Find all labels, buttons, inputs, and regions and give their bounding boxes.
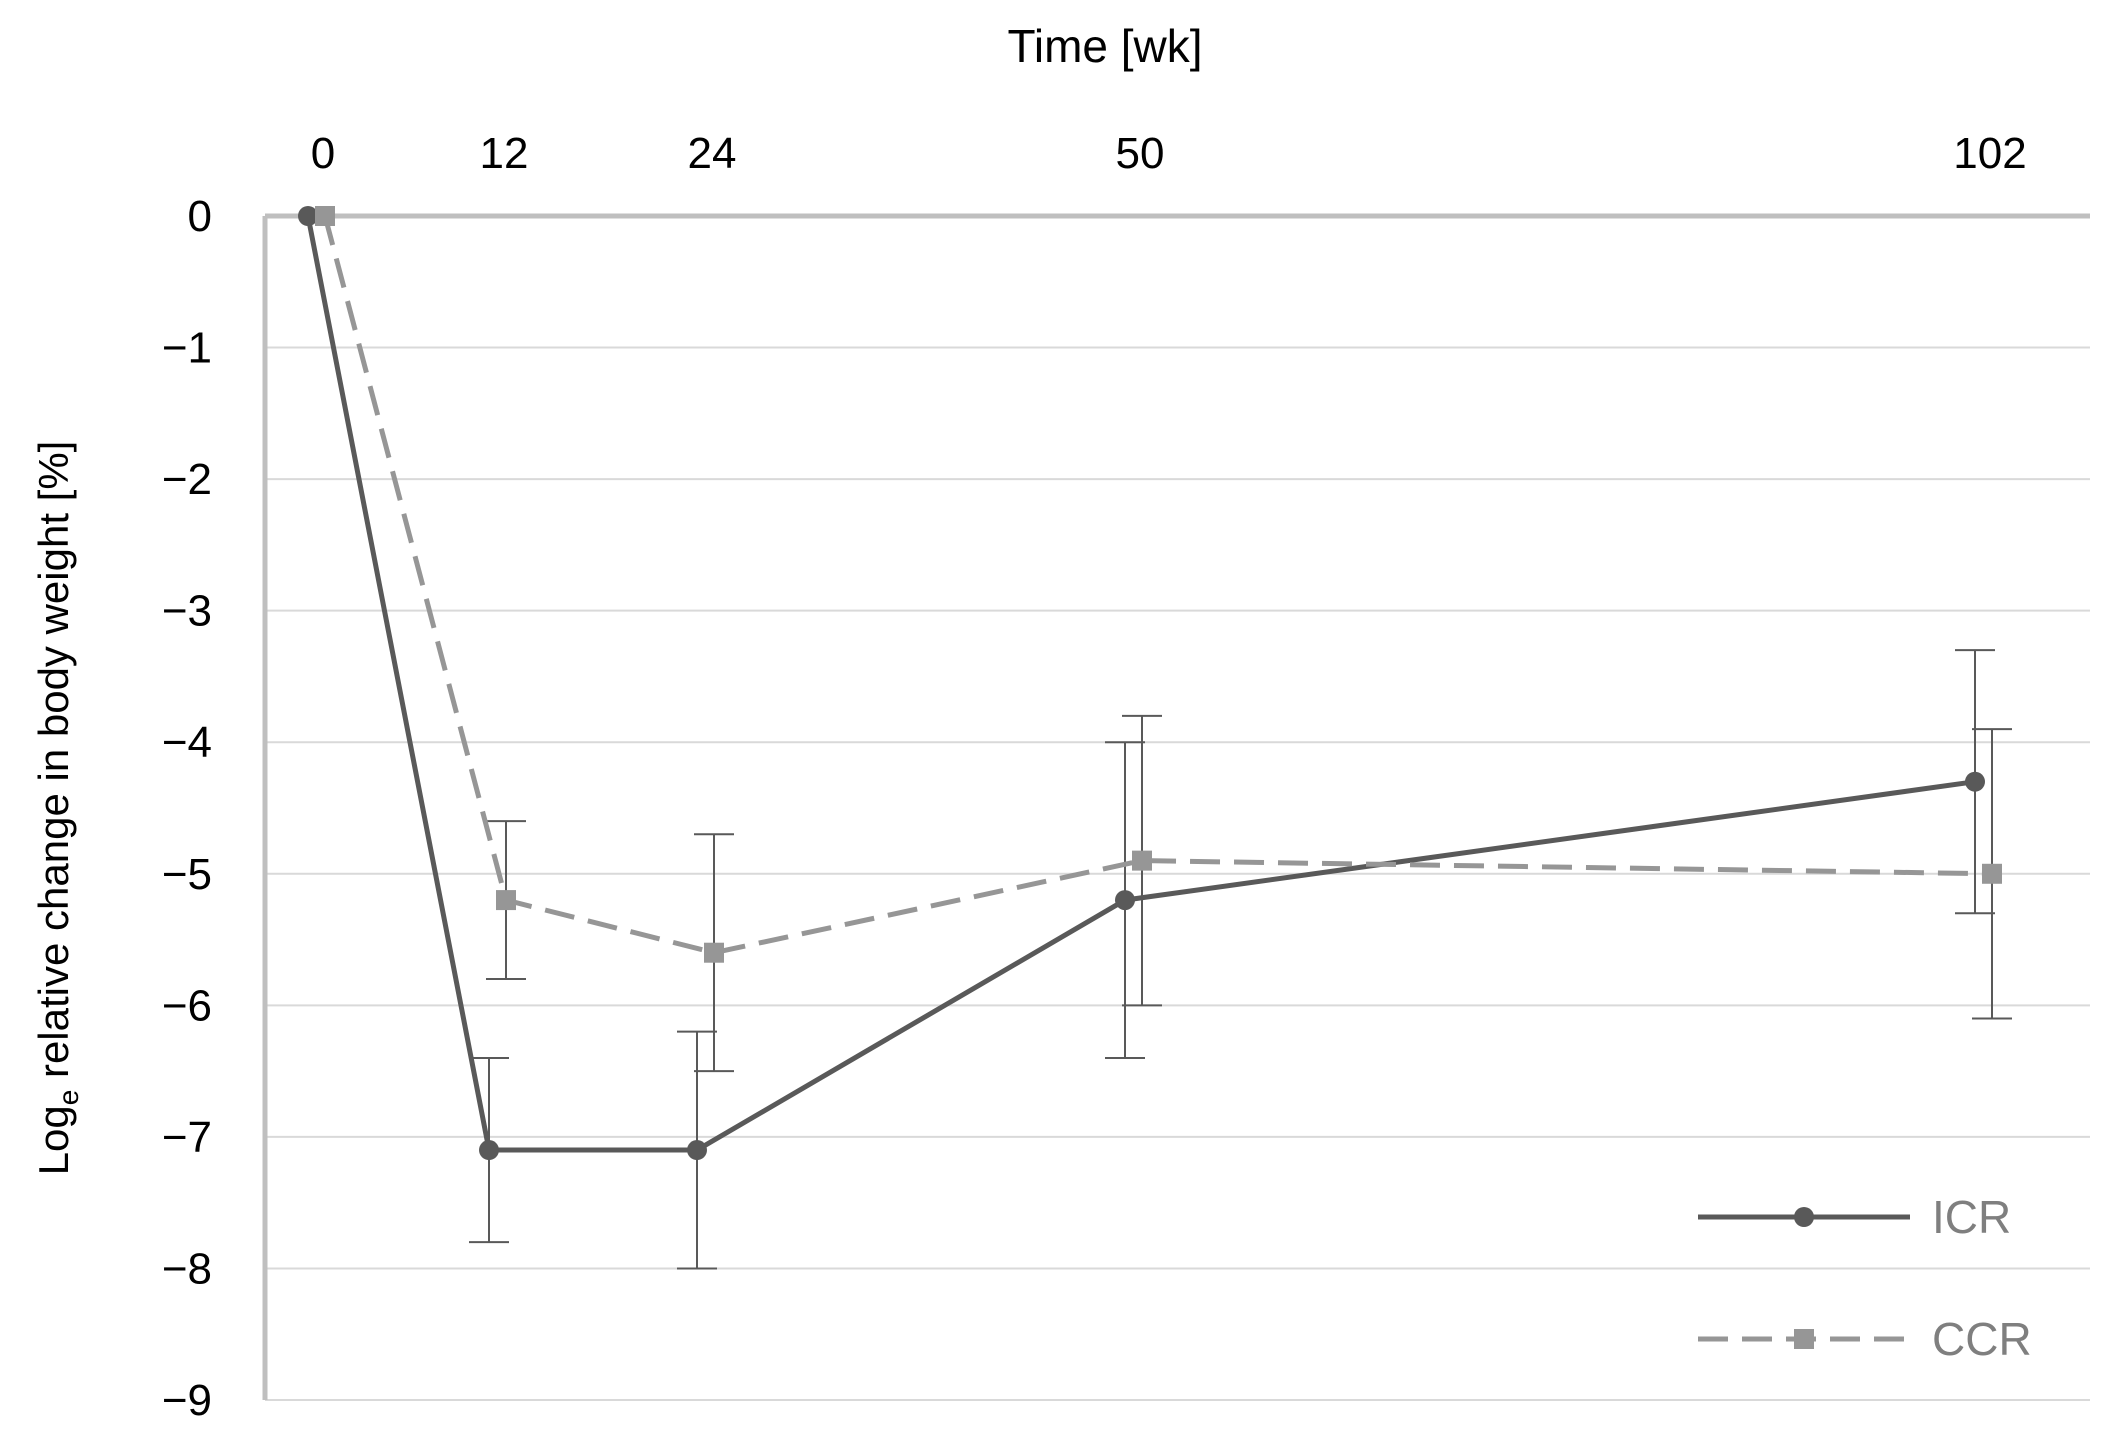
x-tick-label: 12: [480, 129, 529, 178]
series-line-ccr: [322, 215, 1993, 956]
series-markers: [298, 206, 2002, 1161]
gridlines: [265, 346, 2090, 1401]
y-tick-label: −4: [162, 718, 212, 767]
y-tick-label: 0: [188, 192, 212, 241]
series-line-icr: [305, 215, 1976, 1153]
data-point-ccr: [1982, 863, 2002, 884]
y-tick-label: −2: [162, 455, 212, 504]
legend: ICR CCR: [1698, 1191, 2032, 1365]
y-axis-title-subscript: e: [53, 1090, 84, 1106]
legend-label-ccr: CCR: [1932, 1313, 2032, 1365]
data-point-icr: [1115, 890, 1135, 911]
legend-marker-ccr: [1794, 1329, 1814, 1349]
data-point-icr: [298, 206, 318, 226]
y-tick-label: −5: [162, 850, 212, 899]
x-axis-title: Time [wk]: [1007, 20, 1202, 72]
data-point-icr: [1965, 771, 1985, 792]
data-point-icr: [687, 1140, 707, 1161]
x-tick-label: 102: [1953, 129, 2026, 178]
y-tick-label: −8: [162, 1244, 212, 1293]
data-point-ccr: [704, 942, 724, 963]
axis-labels: Time [wk] Loge relative change in body w…: [30, 20, 2027, 1425]
x-tick-label: 24: [688, 129, 737, 178]
y-tick-label: −6: [162, 981, 212, 1030]
data-point-ccr: [315, 206, 335, 226]
x-tick-label: 0: [311, 129, 335, 178]
data-point-ccr: [496, 890, 516, 911]
y-tick-label: −9: [162, 1376, 212, 1425]
series-lines: [305, 215, 1993, 1153]
y-tick-label: −1: [162, 324, 212, 373]
legend-marker-icr: [1794, 1207, 1814, 1227]
y-tick-label: −3: [162, 587, 212, 636]
y-tick-label: −7: [162, 1113, 212, 1162]
y-axis-title-prefix: Log: [30, 1105, 77, 1175]
axes: [262, 213, 2090, 1400]
y-axis-title: Loge relative change in body weight [%]: [30, 441, 84, 1176]
legend-label-icr: ICR: [1932, 1191, 2011, 1243]
x-tick-label: 50: [1116, 129, 1165, 178]
data-point-ccr: [1132, 850, 1152, 871]
y-axis-title-suffix: relative change in body weight [%]: [30, 441, 77, 1090]
data-point-icr: [479, 1140, 499, 1161]
